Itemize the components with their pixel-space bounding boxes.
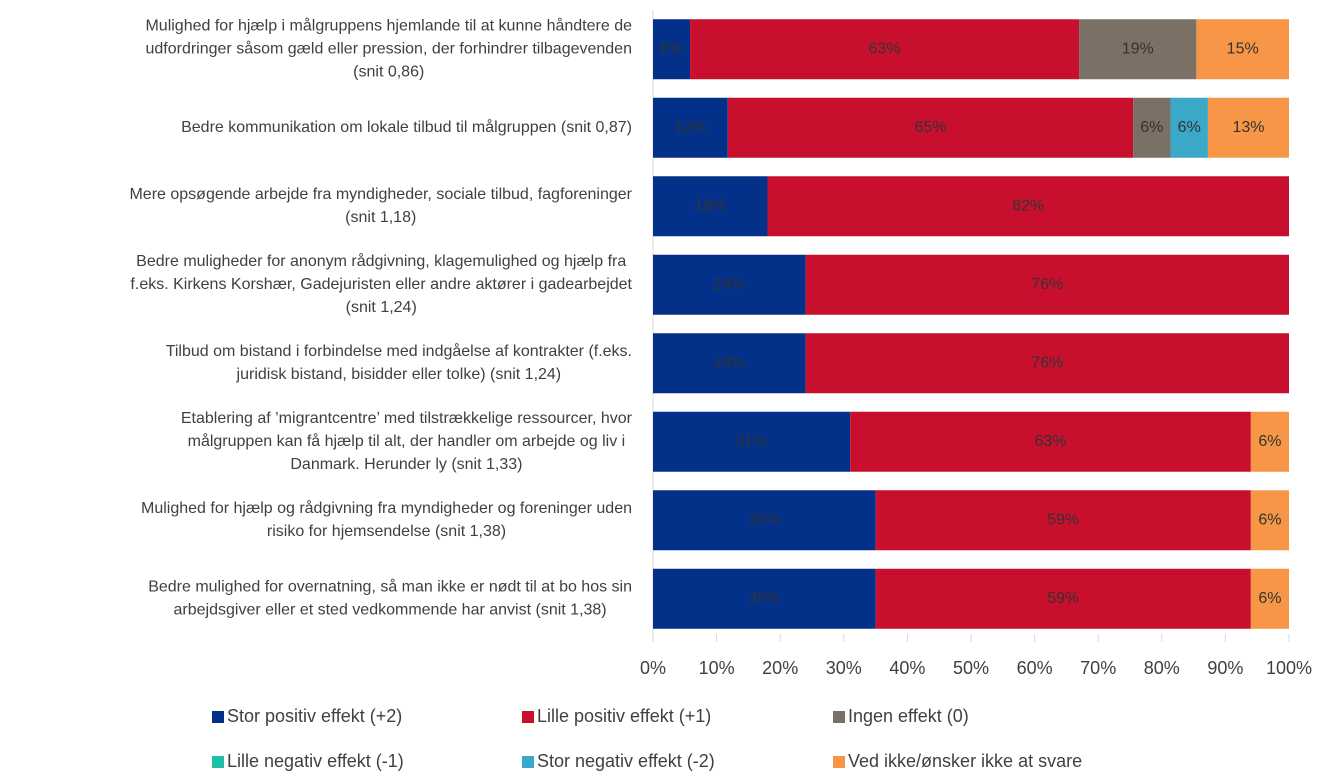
data-label: 59% (1047, 590, 1079, 607)
bar-segment (1250, 411, 1289, 472)
x-tick-label: 60% (1017, 658, 1053, 678)
bar-segment (805, 333, 1289, 394)
x-tick-label: 0% (640, 658, 666, 678)
data-label: 35% (748, 511, 780, 528)
data-label: 82% (1012, 197, 1044, 214)
x-tick-label: 20% (762, 658, 798, 678)
bar-segment (653, 97, 728, 158)
category-label: Mere opsøgende arbejde fra myndigheder, … (129, 186, 632, 226)
data-label: 15% (1227, 40, 1259, 57)
data-label: 63% (1034, 433, 1066, 450)
data-label: 6% (1258, 590, 1281, 607)
x-tick-label: 70% (1080, 658, 1116, 678)
data-label: 76% (1031, 276, 1063, 293)
data-label: 6% (1258, 433, 1281, 450)
bar-segment (653, 176, 768, 237)
legend-swatch (522, 711, 534, 723)
legend-label: Ingen effekt (0) (848, 706, 969, 726)
category-label: Mulighed for hjælp og rådgivning fra myn… (141, 499, 632, 540)
legend-swatch (833, 756, 845, 768)
category-label: Etablering af ’migrantcentre’ med tilstr… (181, 410, 633, 473)
bar-segment (653, 254, 806, 315)
legend-label: Ved ikke/ønsker ikke at svare (848, 751, 1082, 771)
bar-segment (850, 411, 1251, 472)
legend-label: Lille positiv effekt (+1) (537, 706, 711, 726)
bar-segment (1250, 490, 1289, 551)
data-label: 6% (1258, 511, 1281, 528)
legend-swatch (833, 711, 845, 723)
bar-segment (653, 490, 876, 551)
x-tick-label: 40% (889, 658, 925, 678)
legend-swatch (522, 756, 534, 768)
bar-segment (653, 411, 851, 472)
x-tick-label: 50% (953, 658, 989, 678)
x-tick-label: 90% (1207, 658, 1243, 678)
bar-segment (1133, 97, 1171, 158)
data-label: 13% (1232, 119, 1264, 136)
x-tick-label: 30% (826, 658, 862, 678)
bar-segment (690, 19, 1080, 80)
category-label: Bedre muligheder for anonym rådgivning, … (130, 252, 632, 316)
data-label: 12% (674, 119, 706, 136)
bar-segment (653, 333, 806, 394)
data-label: 24% (713, 354, 745, 371)
data-label: 6% (1178, 119, 1201, 136)
x-tick-label: 100% (1266, 658, 1312, 678)
data-label: 19% (1122, 40, 1154, 57)
bar-segment (1250, 568, 1289, 629)
legend-label: Stor negativ effekt (-2) (537, 751, 715, 771)
bar-segment (653, 568, 876, 629)
data-label: 35% (748, 590, 780, 607)
bar-segment (1079, 19, 1197, 80)
data-label: 63% (869, 40, 901, 57)
legend-label: Lille negativ effekt (-1) (227, 751, 404, 771)
data-label: 24% (713, 276, 745, 293)
data-label: 6% (1140, 119, 1163, 136)
x-tick-label: 80% (1144, 658, 1180, 678)
data-label: 6% (660, 40, 683, 57)
data-label: 31% (736, 433, 768, 450)
bar-segment (875, 490, 1251, 551)
data-label: 59% (1047, 511, 1079, 528)
bar-segment (653, 19, 691, 80)
category-label: Mulighed for hjælp i målgruppens hjemlan… (145, 16, 632, 80)
data-label: 65% (914, 119, 946, 136)
x-tick-label: 10% (699, 658, 735, 678)
bar-segment (805, 254, 1289, 315)
category-label: Tilbud om bistand i forbindelse med indg… (166, 342, 632, 383)
bar-segment (727, 97, 1134, 158)
bar-segment (1196, 19, 1289, 80)
bar-segment (767, 176, 1289, 237)
legend-swatch (212, 756, 224, 768)
category-label: Bedre kommunikation om lokale tilbud til… (181, 118, 632, 136)
bar-segment (1170, 97, 1208, 158)
legend-swatch (212, 711, 224, 723)
legend-label: Stor positiv effekt (+2) (227, 706, 402, 726)
data-label: 18% (694, 197, 726, 214)
bar-segment (1207, 97, 1289, 158)
bar-segment (875, 568, 1251, 629)
data-label: 76% (1031, 354, 1063, 371)
category-label: Bedre mulighed for overnatning, så man i… (148, 577, 632, 618)
